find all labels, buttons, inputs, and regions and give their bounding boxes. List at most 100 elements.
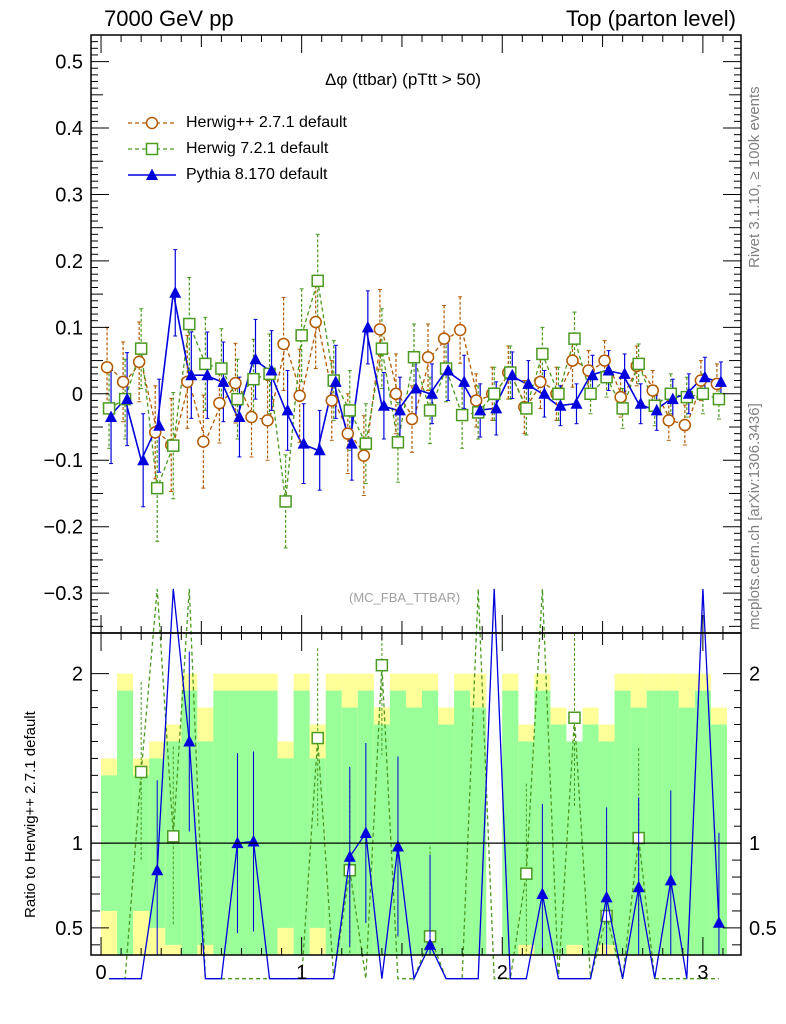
data-point-square [183,317,196,331]
x-tick-label: 1 [296,962,307,984]
legend-swatch-circle-icon [128,116,176,130]
data-point-square [134,342,148,355]
data-point-square [150,481,164,495]
data-point-circle [437,332,451,345]
ratio-y-tick-label-right: 2 [749,664,760,686]
legend-swatch-square-icon [128,142,176,156]
ratio-green-band [646,690,663,955]
y-tick-label: 0.5 [55,52,83,74]
legend-entry-herwig7: Herwig 7.2.1 default [126,138,328,160]
ratio-line-pythia [109,588,720,982]
data-point-triangle [602,364,615,376]
data-point-circle [662,414,676,427]
data-point-circle [116,375,130,389]
data-point-triangle [249,352,262,365]
ratio-point-triangle [664,873,677,886]
data-point-triangle [474,403,487,416]
ratio-point-square [134,765,148,779]
data-point-square [632,357,645,371]
data-point-circle [405,412,419,426]
data-point-triangle [586,368,599,381]
data-point-square [455,408,469,422]
chart-title: Δφ (ttbar) (pTtt > 50) [325,70,482,89]
data-point-circle [309,315,322,329]
axis-tick-labels: −0.3 −0.2 −0.1 0 0.1 0.2 0.3 0.4 0.5 0.5 0.5 1 1 2 2 0 1… [44,52,777,984]
data-point-square [568,332,581,345]
ratio-green-band [422,690,439,955]
data-point-triangle [217,375,230,387]
ratio-green-band [213,690,230,955]
ratio-green-band [405,707,423,955]
data-point-triangle [570,397,583,409]
data-point-circle [614,390,627,404]
ratio-green-band [117,690,134,955]
ratio-point-triangle [600,890,613,903]
y-tick-label: 0.2 [55,251,83,273]
header-collision-energy: 7000 GeV pp [104,6,234,31]
data-point-circle [261,414,274,427]
data-point-circle [132,355,146,369]
data-point-triangle [265,364,278,376]
data-point-square [536,347,549,361]
legend-swatch-triangle-icon [128,168,176,180]
data-point-circle [469,394,483,407]
rivet-version-label: Rivet 3.1.10, ≥ 100k events [746,86,763,268]
data-point-square [359,437,373,450]
data-point-triangle [682,387,695,399]
data-point-circle [229,376,242,390]
y-tick-label: 0 [72,384,83,406]
ratio-y-tick-label-right: 0.5 [749,918,777,940]
y-tick-label: −0.1 [44,450,83,472]
ratio-series [109,588,725,982]
data-point-triangle [393,403,406,416]
data-point-square [343,404,357,417]
ratio-point-triangle [712,916,725,928]
data-point-triangle [618,367,631,379]
data-point-triangle [490,401,503,414]
data-point-triangle [522,377,535,389]
data-point-circle [293,389,306,403]
data-point-triangle [698,370,711,383]
ratio-y-tick-label-right: 1 [749,833,760,855]
y-tick-label: −0.3 [44,583,83,605]
ratio-point-square [167,830,180,843]
ratio-green-band [614,690,631,955]
legend-entry-herwigpp: Herwig++ 2.7.1 default [126,112,347,134]
ratio-point-triangle [391,840,404,852]
data-point-triangle [169,286,182,298]
data-point-triangle [666,392,679,405]
data-point-circle [453,323,467,337]
data-point-triangle [458,375,471,387]
ratio-green-band [582,724,599,955]
data-point-triangle [714,375,727,387]
ratio-panel-frame [90,632,742,956]
data-point-square [375,342,389,355]
ratio-point-triangle [424,938,437,950]
data-point-square [584,387,597,401]
ratio-y-tick-label: 2 [72,664,83,686]
ratio-point-square [311,731,324,745]
y-tick-label: 0.1 [55,317,83,339]
y-tick-label: 0.3 [55,184,83,206]
data-point-square [520,402,533,415]
ratio-point-triangle [183,734,196,747]
legend-label-pythia: Pythia 8.170 default [186,166,328,183]
legend-entry-pythia: Pythia 8.170 default [126,164,327,186]
x-tick-label: 3 [697,962,708,984]
data-point-square [311,274,324,288]
ratio-point-triangle [359,826,372,838]
data-point-square [616,402,629,415]
ratio-point-square [568,711,581,724]
data-point-triangle [313,443,326,456]
data-point-square [552,387,565,401]
data-point-square [215,362,228,375]
ratio-green-band [293,690,310,955]
ratio-green-band [373,724,390,955]
data-point-triangle [554,399,567,411]
data-point-triangle [377,399,390,411]
data-point-triangle [345,437,358,449]
data-point-circle [213,396,226,410]
data-point-square [696,387,710,401]
analysis-id-watermark: (MC_FBA_TTBAR) [349,590,461,605]
